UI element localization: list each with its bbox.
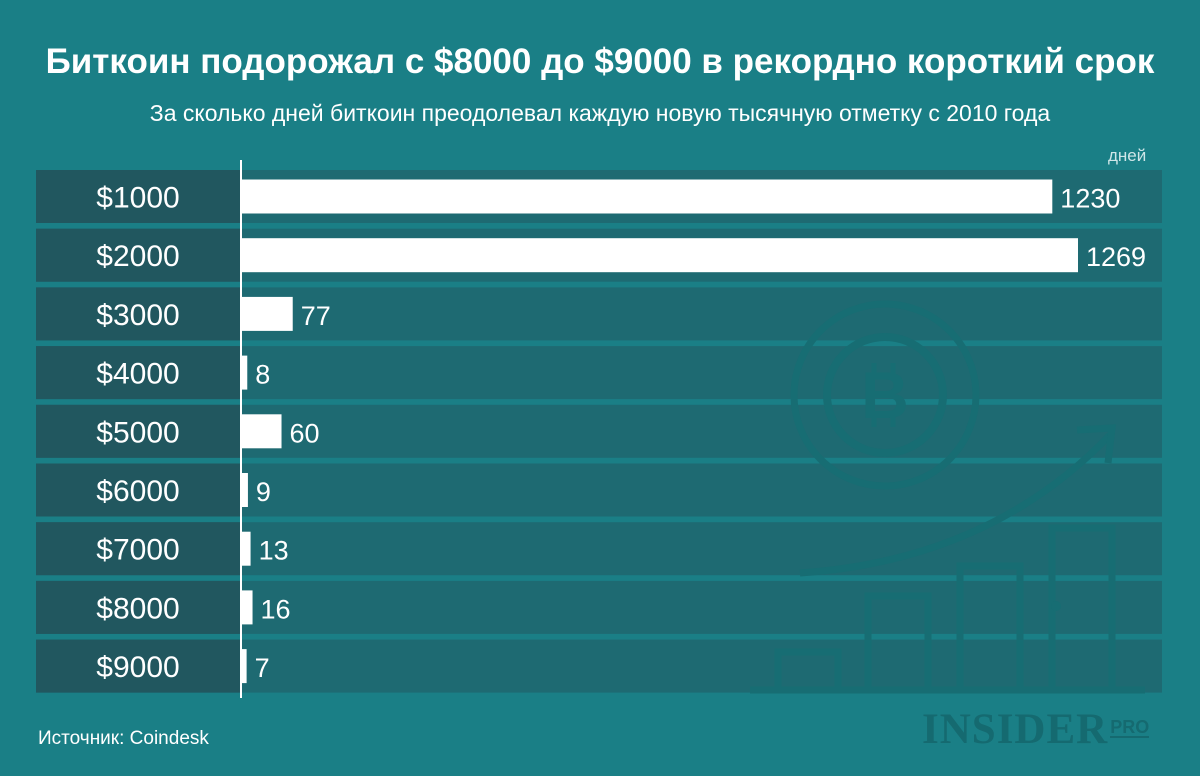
source-note: Источник: Coindesk (38, 728, 209, 749)
category-label-9000: $9000 (96, 651, 179, 684)
category-label-5000: $5000 (96, 416, 179, 449)
label-band-4000 (36, 346, 240, 400)
insider-pro-logo: INSIDER PRO (922, 706, 1150, 753)
label-band-1000 (36, 170, 240, 223)
bar-9000 (242, 649, 247, 684)
label-band-2000 (36, 228, 240, 282)
bitcoin-coin-icon: B (790, 300, 980, 490)
value-label-6000: 9 (256, 477, 271, 507)
bar-7000 (242, 531, 251, 566)
label-band-5000 (36, 404, 240, 458)
category-label-2000: $2000 (96, 240, 179, 273)
value-label-2000: 1269 (1086, 242, 1146, 272)
value-label-9000: 7 (255, 653, 270, 683)
bar-3000 (242, 296, 293, 331)
label-band-7000 (36, 522, 240, 576)
label-band-3000 (36, 287, 240, 341)
bars-group (242, 179, 1078, 684)
bar-6000 (242, 473, 248, 507)
bar-2000 (242, 238, 1078, 273)
value-label-1000: 1230 (1060, 184, 1120, 214)
value-label-3000: 77 (301, 301, 331, 331)
category-label-3000: $3000 (96, 299, 179, 332)
category-label-7000: $7000 (96, 534, 179, 567)
category-label-4000: $4000 (96, 358, 179, 391)
label-band-9000 (36, 639, 240, 693)
value-label-8000: 16 (261, 594, 291, 624)
chart-title: Биткоин подорожал с $8000 до $9000 в рек… (45, 42, 1155, 81)
label-band-6000 (36, 463, 240, 517)
watermark-illustration: B (750, 300, 1145, 694)
label-band-8000 (36, 580, 240, 634)
chart-subtitle: За сколько дней биткоин преодолевал кажд… (149, 100, 1051, 126)
bar-4000 (242, 355, 248, 390)
logo-main: INSIDER (922, 706, 1109, 753)
svg-text:B: B (861, 358, 909, 432)
logo-suffix: PRO (1110, 717, 1150, 738)
growth-chart-icon (750, 424, 1145, 694)
value-label-4000: 8 (255, 360, 270, 390)
unit-label: дней (1108, 146, 1147, 165)
value-labels: 1230 1269 77 8 60 9 13 16 7 (255, 184, 1146, 684)
category-label-8000: $8000 (96, 592, 179, 625)
bar-5000 (242, 414, 282, 449)
category-label-1000: $1000 (96, 182, 179, 215)
bar-1000 (242, 179, 1053, 214)
bar-8000 (242, 590, 253, 625)
value-label-5000: 60 (290, 418, 320, 448)
category-labels: $1000 $2000 $3000 $4000 $5000 $6000 $7000 $8000… (96, 182, 179, 685)
category-label-6000: $6000 (96, 475, 179, 508)
value-label-7000: 13 (259, 536, 289, 566)
